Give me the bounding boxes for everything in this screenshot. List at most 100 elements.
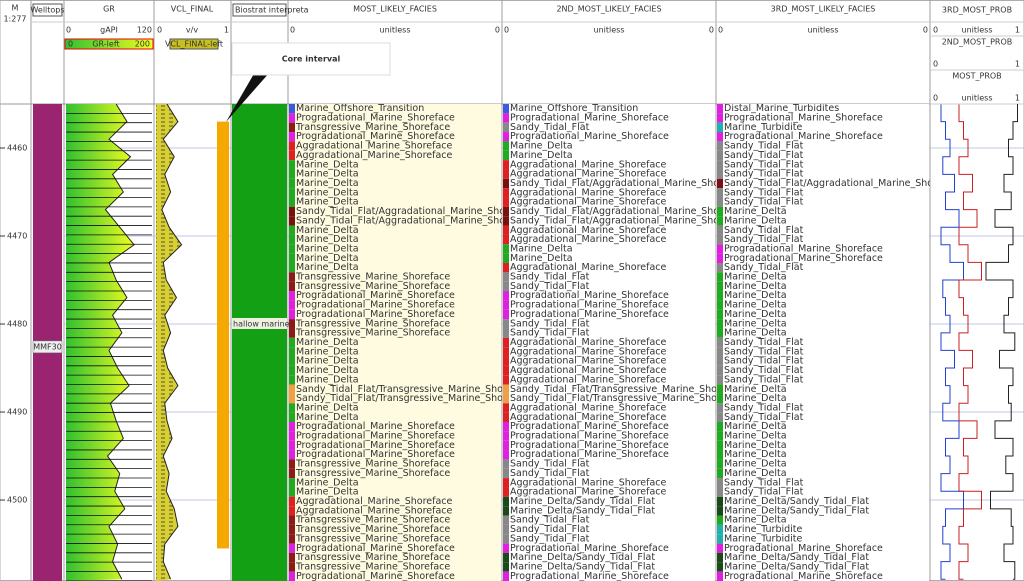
facies-label: Sandy_Tidal_Flat [724, 412, 804, 423]
facies-block [289, 506, 295, 516]
facies-label: Marine_Delta [296, 243, 359, 254]
facies-rows: Distal_Marine_TurbiditesProgradational_M… [717, 104, 930, 581]
facies-block [289, 206, 295, 217]
facies-block [289, 403, 295, 413]
callout-label: Core interval [282, 55, 341, 64]
facies-block [289, 150, 295, 161]
facies-block [289, 337, 295, 348]
facies-label: Transgressive_Marine_Shoreface [295, 459, 450, 470]
facies-label: Sandy_Tidal_Flat/Transgressive_Marine_Sh… [296, 393, 533, 404]
gr-fill [66, 104, 135, 581]
facies-label: Sandy_Tidal_Flat/Aggradational_Marine_Sh… [510, 215, 749, 226]
facies-block [289, 253, 295, 263]
facies-label: Progradational_Marine_Shoreface [296, 309, 455, 320]
facies-label: Marine_Delta/Sandy_Tidal_Flat [510, 561, 655, 572]
facies-label: Marine_Delta [510, 253, 573, 264]
facies-track [503, 104, 715, 581]
range-min: 0 [504, 26, 509, 35]
facies-label: Progradational_Marine_Shoreface [510, 290, 669, 301]
facies-label: Marine_Delta [296, 477, 359, 488]
facies-label: Sandy_Tidal_Flat/Aggradational_Marine_Sh… [296, 206, 535, 217]
facies-block [289, 328, 295, 338]
facies-block [717, 384, 723, 394]
facies-label: Aggradational_Marine_Shoreface [510, 477, 667, 488]
facies-block [717, 375, 723, 385]
fill-label: GR-left [92, 40, 119, 49]
facies-label: Sandy_Tidal_Flat [724, 197, 804, 208]
facies-block [503, 440, 509, 451]
facies-block [503, 300, 509, 310]
facies-label: Progradational_Marine_Shoreface [510, 449, 669, 460]
facies-label: Marine_Delta [724, 318, 787, 329]
facies-block [503, 160, 509, 170]
facies-block [717, 169, 723, 179]
facies-block [717, 459, 723, 469]
facies-label: Progradational_Marine_Shoreface [510, 131, 669, 142]
facies-label: Marine_Delta [724, 281, 787, 292]
facies-label: Aggradational_Marine_Shoreface [296, 150, 453, 161]
facies-block [503, 365, 509, 376]
facies-block [717, 543, 723, 553]
facies-block [503, 412, 509, 422]
facies-label: Sandy_Tidal_Flat [724, 187, 804, 198]
facies-label: Marine_Delta/Sandy_Tidal_Flat [724, 505, 869, 516]
facies-label: Aggradational_Marine_Shoreface [510, 187, 667, 198]
facies-block [289, 122, 295, 133]
facies-label: Transgressive_Marine_Shoreface [295, 272, 450, 283]
facies-block [717, 216, 723, 226]
facies-block [503, 468, 509, 479]
prob-curve [985, 104, 1018, 580]
facies-label: Marine_Delta/Sandy_Tidal_Flat [510, 505, 655, 516]
facies-block [503, 281, 509, 292]
facies-label: Marine_Delta [296, 374, 359, 385]
range-min: 0 [157, 26, 162, 35]
depth-label: 4460 [7, 144, 27, 153]
facies-block [289, 422, 295, 432]
facies-label: Progradational_Marine_Shoreface [296, 113, 455, 124]
facies-block [289, 534, 295, 544]
facies-block [289, 234, 295, 245]
facies-block [289, 244, 295, 254]
facies-label: Sandy_Tidal_Flat [724, 477, 804, 488]
facies-label: Sandy_Tidal_Flat [724, 374, 804, 385]
facies-block [503, 169, 509, 179]
facies-block [717, 197, 723, 207]
facies-block [717, 122, 723, 133]
series-name: 3RD_MOST_PROB [942, 6, 1012, 15]
facies-block [717, 356, 723, 366]
facies-block [503, 375, 509, 385]
facies-block [289, 272, 295, 282]
facies-block [503, 113, 509, 123]
track-title: MOST_LIKELY_FACIES [353, 5, 437, 14]
facies-label: Marine_Delta [724, 309, 787, 320]
facies-block [289, 169, 295, 179]
facies-block [289, 132, 295, 142]
facies-block [289, 178, 295, 189]
prob-curve [958, 104, 982, 580]
depth-scale: 1:277 [3, 15, 26, 24]
facies-block [503, 309, 509, 320]
facies-block [503, 524, 509, 535]
zone-label: hallow marine [233, 320, 290, 329]
facies-label: Transgressive_Marine_Shoreface [295, 552, 450, 563]
facies-label: Marine_Delta [296, 225, 359, 236]
facies-label: Marine_Delta [724, 384, 787, 395]
facies-block [289, 225, 295, 235]
facies-label: Sandy_Tidal_Flat [724, 356, 804, 367]
facies-label: Progradational_Marine_Shoreface [296, 290, 455, 301]
facies-label: Aggradational_Marine_Shoreface [296, 505, 453, 516]
facies-block [289, 487, 295, 497]
facies-block [289, 197, 295, 207]
depth-unit: M [12, 4, 19, 13]
facies-block [717, 393, 723, 404]
facies-block [717, 515, 723, 525]
facies-block [503, 272, 509, 282]
depth-label: 4490 [7, 408, 27, 417]
facies-label: Marine_Delta [724, 328, 787, 339]
facies-block [717, 141, 723, 151]
facies-block [503, 356, 509, 366]
facies-block [503, 141, 509, 151]
facies-label: Sandy_Tidal_Flat [510, 515, 590, 526]
facies-label: Marine_Delta [296, 337, 359, 348]
facies-block [289, 263, 295, 273]
